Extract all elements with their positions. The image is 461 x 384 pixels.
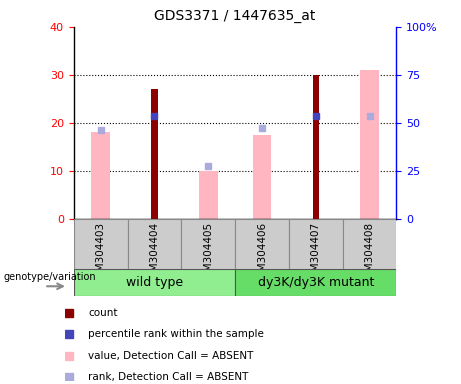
Bar [235, 269, 396, 296]
Text: GSM304403: GSM304403 [95, 221, 106, 285]
Bar [128, 219, 181, 269]
Text: GSM304405: GSM304405 [203, 221, 213, 285]
Text: genotype/variation: genotype/variation [4, 272, 96, 282]
Text: value, Detection Call = ABSENT: value, Detection Call = ABSENT [89, 351, 254, 361]
Bar [74, 219, 128, 269]
Text: GSM304406: GSM304406 [257, 221, 267, 285]
Bar [199, 171, 218, 219]
Bar [91, 132, 110, 219]
Bar [360, 70, 379, 219]
Text: GSM304407: GSM304407 [311, 221, 321, 285]
Bar [343, 219, 396, 269]
Bar [151, 89, 158, 219]
Text: GSM304404: GSM304404 [149, 221, 160, 285]
Text: rank, Detection Call = ABSENT: rank, Detection Call = ABSENT [89, 372, 248, 382]
Bar [74, 269, 235, 296]
Bar [313, 75, 319, 219]
Bar [181, 219, 235, 269]
Bar [253, 135, 272, 219]
Text: dy3K/dy3K mutant: dy3K/dy3K mutant [258, 276, 374, 289]
Bar [289, 219, 343, 269]
Text: GSM304408: GSM304408 [365, 221, 375, 285]
Bar [235, 219, 289, 269]
Title: GDS3371 / 1447635_at: GDS3371 / 1447635_at [154, 9, 316, 23]
Text: wild type: wild type [126, 276, 183, 289]
Text: count: count [89, 308, 118, 318]
Text: percentile rank within the sample: percentile rank within the sample [89, 329, 264, 339]
